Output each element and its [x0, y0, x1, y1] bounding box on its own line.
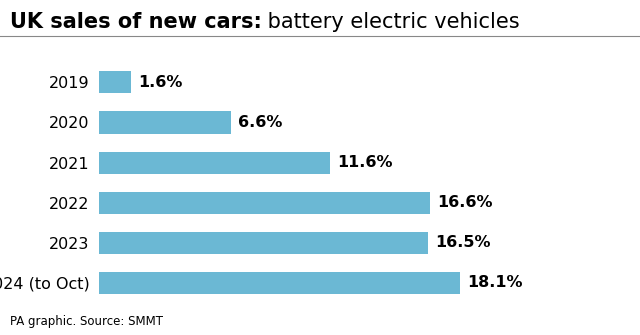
Bar [99, 151, 330, 174]
Bar [99, 272, 460, 294]
Text: 1.6%: 1.6% [138, 75, 182, 90]
Text: 16.6%: 16.6% [437, 195, 492, 210]
Bar [99, 192, 430, 214]
Bar [99, 112, 231, 134]
Bar [99, 71, 131, 93]
Text: 6.6%: 6.6% [237, 115, 282, 130]
Text: UK sales of new cars:: UK sales of new cars: [10, 12, 262, 32]
Text: 11.6%: 11.6% [337, 155, 393, 170]
Text: 18.1%: 18.1% [467, 275, 522, 290]
Bar [99, 231, 428, 254]
Text: 16.5%: 16.5% [435, 235, 490, 250]
Text: battery electric vehicles: battery electric vehicles [262, 12, 520, 32]
Text: PA graphic. Source: SMMT: PA graphic. Source: SMMT [10, 315, 163, 328]
